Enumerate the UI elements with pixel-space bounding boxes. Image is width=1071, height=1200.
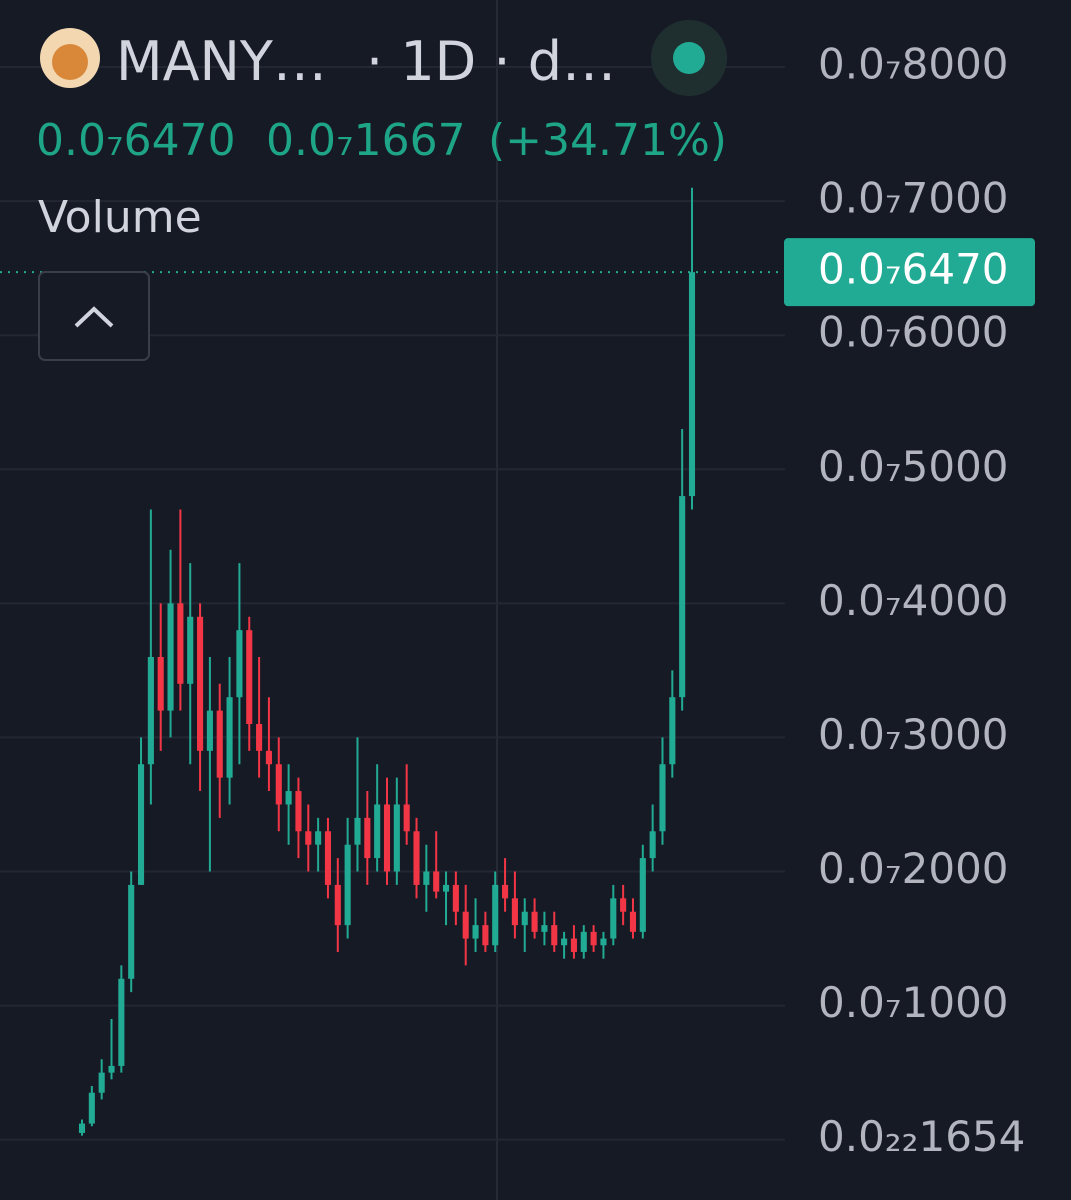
candle-body	[423, 871, 430, 885]
candle-body	[324, 831, 332, 885]
symbol-title: MANY…	[116, 30, 327, 93]
symbol-subtitle: · 1D · d…	[366, 30, 616, 93]
candle-body	[187, 616, 194, 684]
candle-body	[620, 898, 627, 912]
legend-change-percent: (+34.71%)	[488, 115, 727, 166]
candle-body	[344, 844, 351, 926]
candle-body	[118, 978, 125, 1066]
candle-body	[492, 884, 499, 946]
candle-body	[88, 1092, 95, 1124]
candle-body	[383, 804, 391, 872]
candle-body	[305, 831, 312, 845]
candle-body	[511, 898, 518, 926]
candle-body	[413, 831, 420, 885]
price-axis: 0.0₇8000 0.0₇7000 0.0₇6000 0.0₇5000 0.0₇4000…	[784, 40, 1035, 1161]
candle-body	[364, 817, 371, 859]
candle-body	[256, 724, 263, 751]
candle-body	[531, 911, 538, 932]
candles	[78, 187, 696, 1136]
y-tick-label: 0.0₇2000	[818, 844, 1009, 893]
candle-body	[285, 791, 292, 805]
candle-body	[246, 630, 253, 725]
candle-body	[197, 616, 204, 751]
status-dot	[673, 42, 705, 74]
candle-body	[639, 858, 646, 932]
candle-body	[98, 1072, 105, 1093]
candle-body	[610, 898, 617, 939]
candle-body	[688, 272, 696, 497]
legend-price: 0.0₇6470	[36, 115, 236, 166]
candle-body	[590, 931, 597, 946]
candle-body	[128, 884, 135, 979]
candle-body	[167, 603, 174, 711]
y-tick-label: 0.0₇1000	[818, 978, 1009, 1027]
candle-body	[157, 656, 164, 711]
candle-body	[147, 656, 154, 765]
candle-body	[600, 938, 607, 946]
candle-body	[482, 925, 489, 946]
last-price-label: 0.0₇6470	[818, 245, 1009, 294]
candle-body	[216, 710, 223, 778]
candle-body	[649, 831, 656, 859]
candle-body	[374, 804, 381, 859]
candle-body	[442, 884, 450, 892]
candle-body	[265, 750, 272, 765]
candle-body	[354, 817, 361, 845]
candle-body	[541, 925, 548, 932]
y-tick-label: 0.0₇3000	[818, 710, 1009, 759]
candle-body	[226, 697, 233, 778]
candle-body	[236, 630, 243, 698]
candle-body	[570, 938, 577, 952]
candle-body	[462, 911, 469, 939]
candle-body	[551, 925, 558, 946]
y-tick-label: 0.0₂₂1654	[818, 1112, 1025, 1161]
candle-body	[521, 911, 528, 926]
y-tick-label: 0.0₇5000	[818, 442, 1009, 491]
candle-body	[679, 496, 686, 698]
y-tick-label: 0.0₇7000	[818, 174, 1009, 223]
candle-body	[295, 791, 302, 832]
candle-body	[472, 925, 479, 939]
y-tick-label: 0.0₇4000	[818, 576, 1009, 625]
collapse-button[interactable]	[38, 271, 150, 361]
candle-body	[275, 764, 282, 805]
candle-body	[393, 804, 400, 872]
y-tick-label: 0.0₇6000	[818, 308, 1009, 357]
legend-change: 0.0₇1667	[266, 115, 466, 166]
candle-body	[334, 884, 341, 926]
symbol-icon-face	[52, 44, 88, 80]
candle-body	[659, 764, 666, 832]
chevron-icon	[74, 306, 114, 328]
candle-body	[78, 1123, 86, 1133]
candle-body	[206, 710, 213, 751]
candle-body	[433, 871, 440, 892]
candle-body	[403, 804, 410, 832]
indicator-label: Volume	[38, 192, 202, 243]
candle-body	[137, 764, 145, 885]
candle-body	[580, 931, 587, 952]
candle-body	[502, 884, 509, 899]
candle-body	[177, 603, 184, 684]
candle-body	[315, 831, 322, 845]
candle-body	[669, 697, 676, 765]
candle-body	[452, 884, 459, 912]
candle-body	[561, 938, 568, 946]
candle-body	[629, 911, 637, 932]
y-tick-label: 0.0₇8000	[818, 40, 1009, 89]
candle-body	[108, 1065, 115, 1073]
last-price-badge	[784, 238, 1035, 307]
